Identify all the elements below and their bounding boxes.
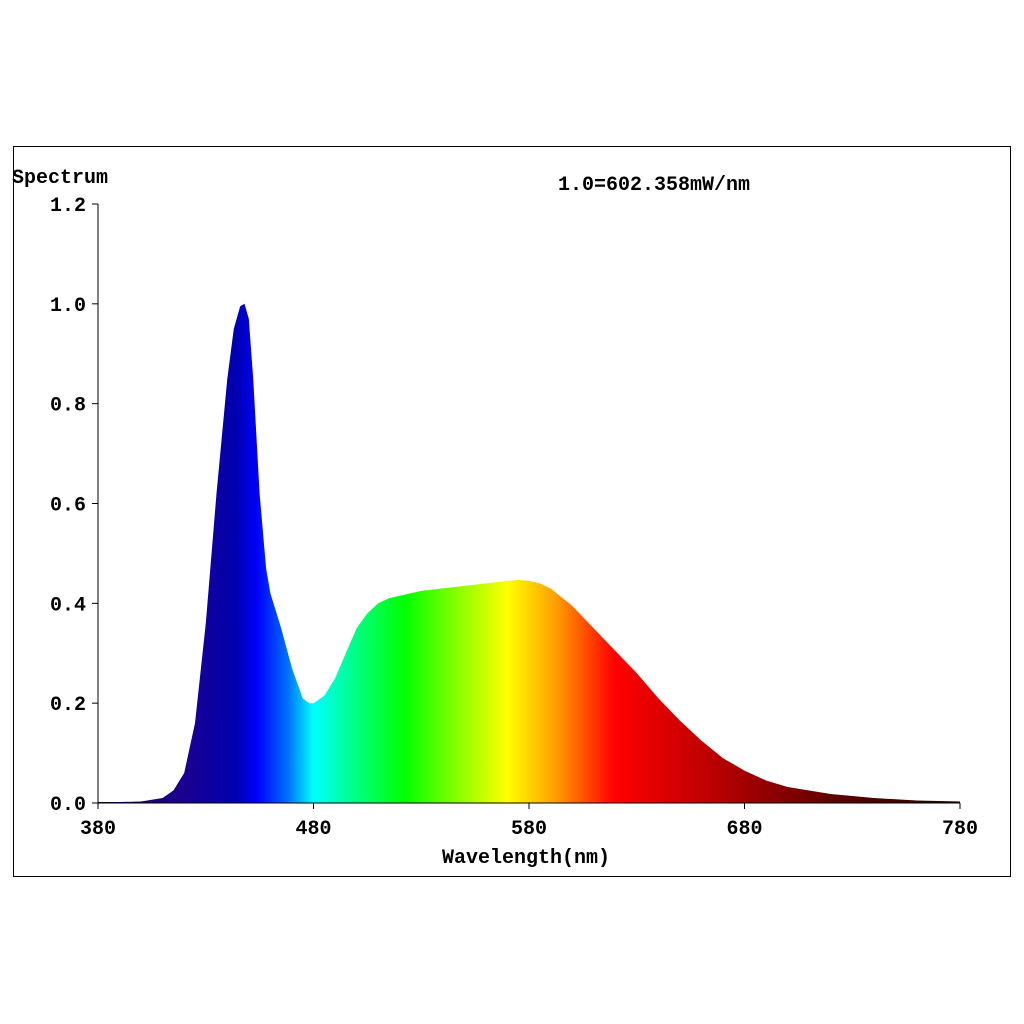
spectrum-area — [98, 303, 960, 803]
y-tick-label: 0.0 — [50, 794, 86, 817]
y-tick-label: 0.4 — [50, 594, 86, 617]
x-tick-label: 480 — [295, 818, 331, 841]
x-axis-label: Wavelength(nm) — [442, 847, 610, 870]
y-tick-label: 0.6 — [50, 495, 86, 518]
y-ticks: 0.0 0.2 0.4 0.6 0.8 1.0 1.2 — [50, 195, 98, 817]
x-tick-label: 680 — [726, 818, 762, 841]
y-tick-label: 0.8 — [50, 395, 86, 418]
x-tick-label: 380 — [80, 818, 116, 841]
y-axis-label: Spectrum — [12, 167, 108, 190]
y-tick-label: 1.2 — [50, 195, 86, 218]
x-ticks: 380 480 580 680 780 — [80, 803, 978, 841]
y-tick-label: 0.2 — [50, 694, 86, 717]
y-tick-label: 1.0 — [50, 295, 86, 318]
chart-annotation: 1.0=602.358mW/nm — [558, 174, 750, 197]
x-tick-label: 780 — [942, 818, 978, 841]
x-tick-label: 580 — [511, 818, 547, 841]
